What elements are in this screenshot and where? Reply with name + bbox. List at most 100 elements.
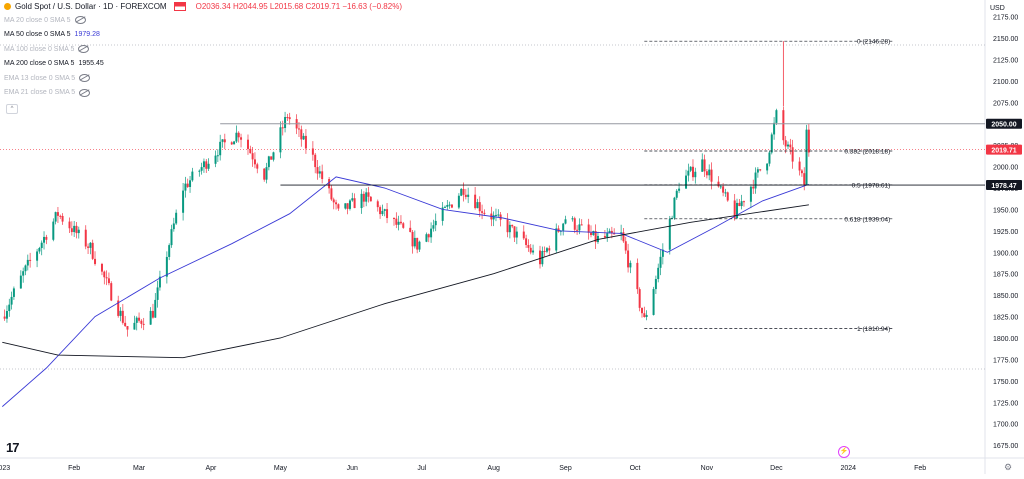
fib-level-label: 0.5 (1978.61) xyxy=(852,182,891,189)
candle-body xyxy=(105,277,108,279)
candle-body xyxy=(189,180,192,187)
candle-body xyxy=(798,161,801,171)
candle-body xyxy=(733,200,736,219)
indicator-row[interactable]: MA 20 close 0 SMA 5 xyxy=(4,16,86,24)
indicator-row[interactable]: MA 100 close 0 SMA 5 xyxy=(4,45,90,53)
fib-level-label: 0 (2146.28) xyxy=(857,39,890,46)
candle-body xyxy=(346,203,349,209)
candle-body xyxy=(318,171,321,174)
indicator-label: MA 20 close 0 SMA 5 xyxy=(4,16,71,24)
candle-body xyxy=(8,304,11,312)
candle-body xyxy=(467,194,470,197)
candle-body xyxy=(413,237,416,247)
candle-body xyxy=(627,250,630,268)
x-tick-label: Feb xyxy=(68,465,80,472)
candle-body xyxy=(230,142,233,145)
candle-body xyxy=(770,134,773,153)
candle-body xyxy=(756,169,759,173)
candle-body xyxy=(214,155,217,164)
candle-body xyxy=(740,201,743,207)
ma200-line xyxy=(2,204,809,359)
candle-body xyxy=(427,234,430,238)
y-tick-label: 1900.00 xyxy=(993,250,1018,257)
hidden-eye-icon[interactable] xyxy=(74,16,86,24)
candle-body xyxy=(590,232,592,236)
candle-body xyxy=(219,141,222,156)
candle-body xyxy=(548,248,551,251)
candle-body xyxy=(3,316,6,319)
hidden-eye-icon[interactable] xyxy=(78,45,90,53)
candle-body xyxy=(506,219,509,233)
candle-body xyxy=(381,210,384,215)
candle-body xyxy=(450,204,453,208)
gear-icon[interactable]: ⚙ xyxy=(1004,462,1013,472)
candle-body xyxy=(443,206,446,208)
lightning-icon[interactable]: ⚡ xyxy=(838,446,850,458)
candle-body xyxy=(687,170,690,176)
indicator-row[interactable]: EMA 21 close 0 SMA 5 xyxy=(4,88,91,97)
indicator-row[interactable]: EMA 13 close 0 SMA 5 xyxy=(4,74,91,82)
indicator-value: 1955.45 xyxy=(78,59,104,67)
candle-body xyxy=(54,212,57,222)
candle-body xyxy=(462,188,465,195)
x-tick-label: Nov xyxy=(701,465,714,472)
candle-body xyxy=(158,276,161,288)
candle-body xyxy=(91,242,94,259)
y-tick-label: 1750.00 xyxy=(993,379,1018,386)
collapse-legend-button[interactable]: ^ xyxy=(6,104,18,114)
price-tag-label: 2019.71 xyxy=(991,148,1016,155)
candle-body xyxy=(478,202,481,212)
candle-body xyxy=(738,202,741,207)
candle-body xyxy=(205,161,208,169)
candle-body xyxy=(416,237,419,250)
candle-body xyxy=(77,229,80,234)
candle-body xyxy=(237,132,240,138)
y-tick-label: 1775.00 xyxy=(993,357,1018,364)
candle-body xyxy=(717,181,720,187)
y-tick-label: 2000.00 xyxy=(993,165,1018,172)
candle-body xyxy=(330,188,333,200)
candle-body xyxy=(594,230,597,243)
candle-body xyxy=(525,238,528,246)
candle-body xyxy=(640,307,643,314)
candle-body xyxy=(578,224,581,231)
candle-body xyxy=(430,228,433,238)
symbol-header[interactable]: Gold Spot / U.S. Dollar · 1D · FOREXCOM … xyxy=(4,2,402,11)
indicator-row[interactable]: MA 50 close 0 SMA 5 1979.28 xyxy=(4,31,100,38)
candle-body xyxy=(119,310,122,316)
candle-body xyxy=(754,172,757,189)
candle-body xyxy=(622,232,625,242)
candle-body xyxy=(302,135,305,140)
candle-body xyxy=(705,171,708,176)
candle-body xyxy=(494,214,497,216)
hidden-eye-icon[interactable] xyxy=(79,74,91,82)
candle-body xyxy=(409,227,412,232)
candle-body xyxy=(52,221,55,240)
candle-body xyxy=(722,186,725,193)
candle-body xyxy=(376,201,379,208)
price-tag-label: 1978.47 xyxy=(991,183,1016,190)
candle-body xyxy=(766,163,769,171)
candle-body xyxy=(499,214,502,220)
candle-body xyxy=(657,267,660,280)
candle-body xyxy=(168,245,171,257)
x-tick-label: Aug xyxy=(487,465,500,472)
candle-body xyxy=(73,225,76,233)
candle-body xyxy=(186,183,189,187)
y-tick-label: 1850.00 xyxy=(993,293,1018,300)
candle-body xyxy=(19,275,22,289)
indicator-label: MA 100 close 0 SMA 5 xyxy=(4,45,75,53)
hidden-eye-icon[interactable] xyxy=(79,88,91,97)
candle-body xyxy=(689,166,692,171)
symbol-title[interactable]: Gold Spot / U.S. Dollar · 1D · FOREXCOM xyxy=(15,2,167,11)
candle-body xyxy=(200,167,203,171)
candle-body xyxy=(432,225,435,229)
candle-body xyxy=(576,229,579,231)
candle-body xyxy=(386,209,389,219)
candle-body xyxy=(481,211,484,213)
candle-body xyxy=(805,129,808,185)
candle-body xyxy=(562,223,565,231)
indicator-row[interactable]: MA 200 close 0 SMA 5 1955.45 xyxy=(4,60,104,67)
